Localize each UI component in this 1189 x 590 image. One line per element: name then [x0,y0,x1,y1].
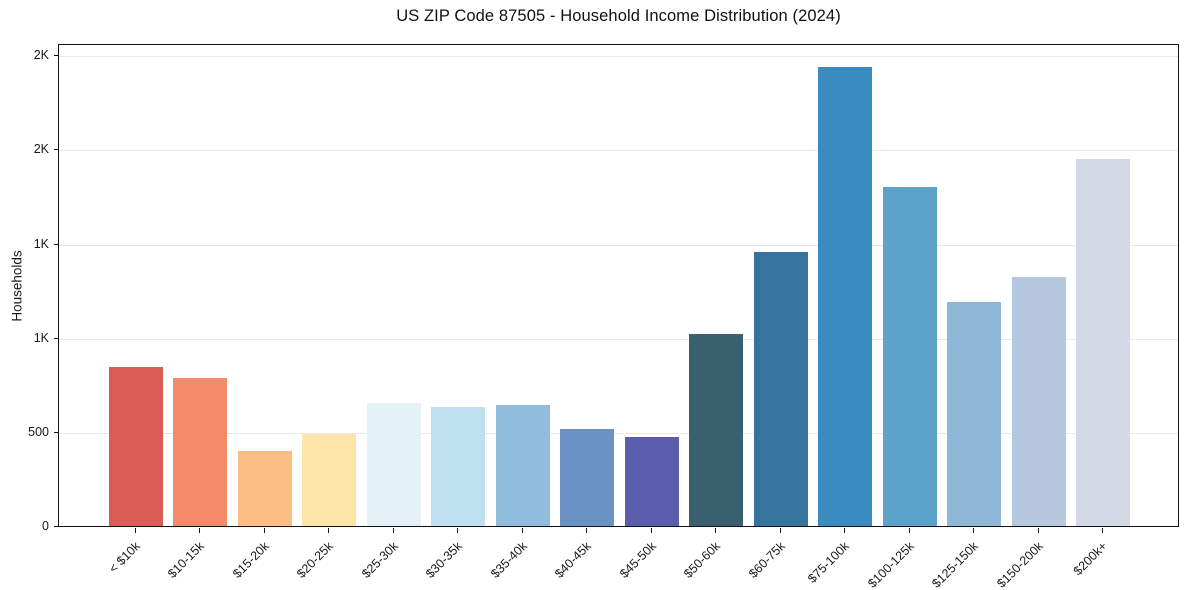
x-tick-mark [135,528,136,533]
y-tick-mark [54,243,58,245]
gridline [59,244,1178,246]
x-tick-mark [844,528,846,533]
y-tick-mark [54,431,58,433]
bar-16 [1076,158,1131,526]
y-tick-mark [54,149,58,151]
bar-6 [431,407,486,526]
x-tick-mark [457,528,459,533]
y-tick-label: 2K [33,142,49,157]
x-tick-label: < $10k [106,539,143,576]
bar-10 [689,333,744,526]
plot-area [58,44,1179,527]
bar-4 [302,433,357,526]
bar-7 [495,404,550,526]
bar-3 [237,450,292,526]
chart-title: US ZIP Code 87505 - Household Income Dis… [396,7,841,25]
gridline [59,56,1178,58]
bar-5 [366,402,421,526]
x-tick-mark [973,528,975,533]
bar-2 [173,378,228,526]
y-tick-mark [54,55,58,57]
x-tick-mark [1102,528,1104,533]
y-tick-label: 1K [33,236,49,251]
bar-11 [753,252,808,526]
x-tick-mark [199,528,201,533]
y-tick-label: 2K [33,48,49,63]
x-tick-mark [1037,528,1039,533]
gridline [59,150,1178,152]
bar-9 [624,436,679,526]
y-tick-mark [54,526,58,527]
x-tick-mark [908,528,910,533]
bar-15 [1011,277,1066,526]
y-tick-label: 1K [33,330,49,345]
bar-14 [947,301,1002,526]
x-tick-mark [650,528,652,533]
gridline [59,432,1178,434]
x-tick-mark [715,528,717,533]
x-tick-mark [586,528,588,533]
x-tick-mark [263,528,265,533]
bar-8 [560,429,615,526]
x-tick-mark [328,528,330,533]
y-tick-label: 500 [28,424,49,439]
y-tick-mark [54,337,58,339]
gridline [59,338,1178,340]
bar-12 [818,67,873,526]
x-tick-mark [521,528,523,533]
bar-13 [882,187,937,526]
y-tick-label: 0 [42,519,49,533]
x-tick-mark [779,528,781,533]
y-axis-label: Households [9,250,25,322]
x-tick-mark [392,528,394,533]
bar-1 [109,366,163,526]
